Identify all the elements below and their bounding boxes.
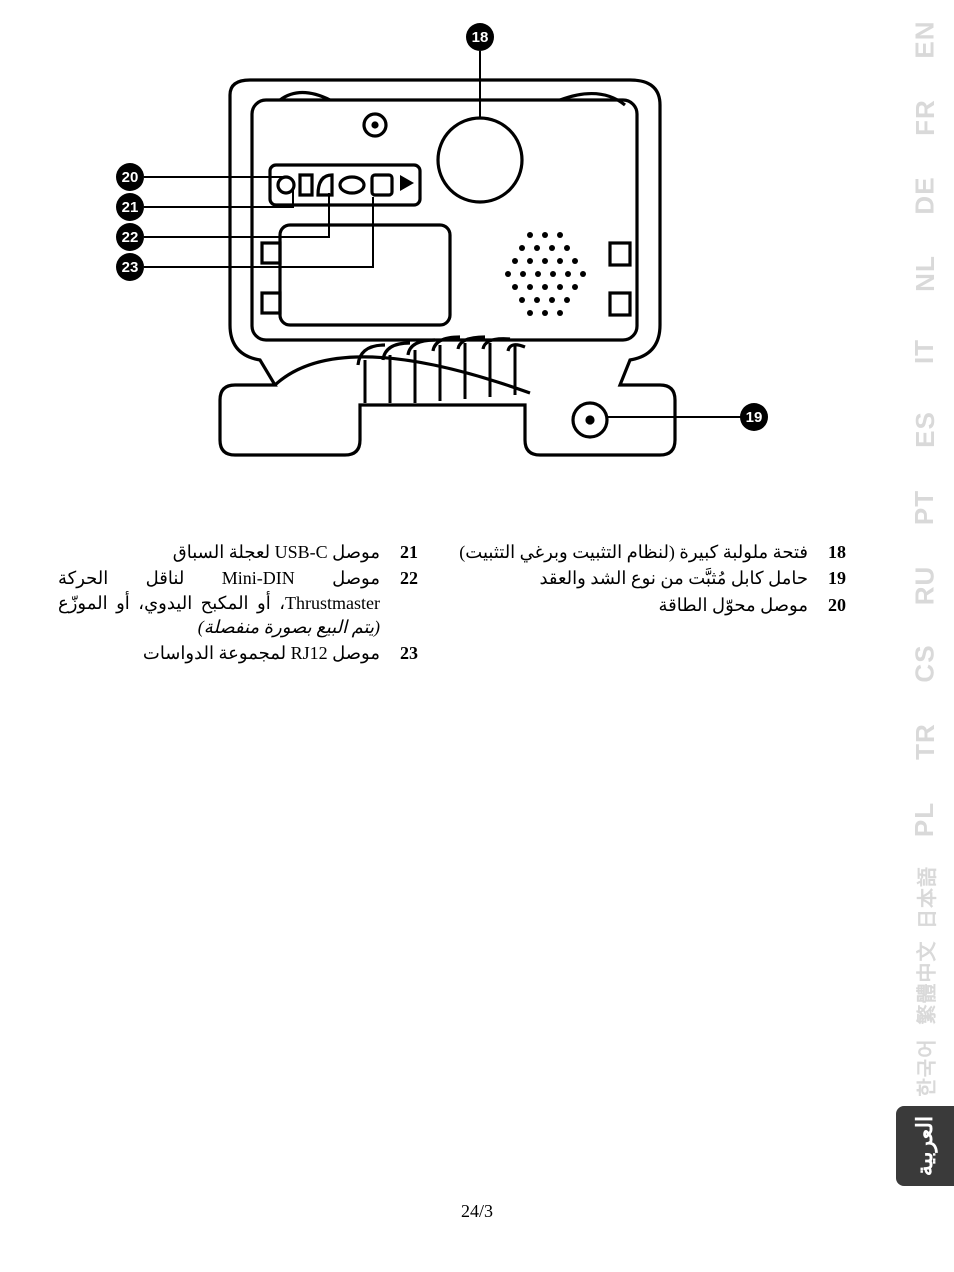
lang-tab-zh[interactable]: 繁體中文 <box>896 936 954 1028</box>
callout-line <box>144 266 374 268</box>
lang-label: العربية <box>912 1116 938 1176</box>
lang-label: IT <box>909 338 940 363</box>
lang-label: CS <box>910 644 941 682</box>
legend-num: 23 <box>394 641 418 665</box>
page-number-text: 24/3 <box>461 1201 493 1221</box>
lang-tab-ar[interactable]: العربية <box>896 1106 954 1186</box>
page-number: 24/3 <box>0 1201 954 1222</box>
callout-num: 22 <box>122 229 139 246</box>
callout-line <box>328 193 330 238</box>
lang-label: DE <box>910 176 941 214</box>
legend-num: 21 <box>394 540 418 564</box>
lang-tab-tr[interactable]: TR <box>896 702 954 780</box>
lang-label: NL <box>909 255 940 292</box>
callout-line <box>144 176 284 178</box>
legend-item: 21 موصل USB-C لعجلة السباق <box>58 540 418 564</box>
callout-num: 19 <box>746 409 763 426</box>
lang-tab-pt[interactable]: PT <box>896 468 954 546</box>
callout-num: 20 <box>122 169 139 186</box>
speaker-grid <box>505 232 586 316</box>
callout-num: 18 <box>472 29 489 46</box>
lang-label: EN <box>910 20 941 58</box>
callout-22: 22 <box>116 223 144 251</box>
lang-tab-nl[interactable]: NL <box>896 234 954 312</box>
callout-21: 21 <box>116 193 144 221</box>
legend-item: 22 موصل Mini-DIN لناقل الحركة Thrustmaste… <box>58 566 418 639</box>
legend-right-column: 18 فتحة ملولبة كبيرة (لنظام التثبيت وبرغي… <box>456 540 846 619</box>
device-diagram: 18 19 20 21 22 23 <box>100 25 780 465</box>
legend-left-column: 21 موصل USB-C لعجلة السباق 22 موصل Mini-DI… <box>58 540 418 667</box>
lang-label: PT <box>909 489 940 524</box>
callout-line <box>292 190 294 208</box>
legend-item: 20 موصل محوّل الطاقة <box>456 593 846 617</box>
callout-20: 20 <box>116 163 144 191</box>
legend-text: موصل Mini-DIN لناقل الحركة Thrustmaster،… <box>58 566 380 639</box>
callout-line <box>372 197 374 268</box>
lang-tab-ja[interactable]: 日本語 <box>896 858 954 936</box>
legend-text: موصل RJ12 لمجموعة الدواسات <box>58 641 380 665</box>
legend-text: حامل كابل مُثبَّت من نوع الشد والعقد <box>456 566 808 590</box>
callout-line <box>144 206 294 208</box>
legend-num: 19 <box>822 566 846 590</box>
lang-tab-cs[interactable]: CS <box>896 624 954 702</box>
lang-tab-de[interactable]: DE <box>896 156 954 234</box>
callout-19: 19 <box>740 403 768 431</box>
lang-label: FR <box>909 99 940 136</box>
legend-item: 23 موصل RJ12 لمجموعة الدواسات <box>58 641 418 665</box>
callout-23: 23 <box>116 253 144 281</box>
callout-num: 21 <box>122 199 139 216</box>
language-tabs: EN FR DE NL IT ES PT RU CS TR PL 日本語 繁體中… <box>896 0 954 1272</box>
legend-item: 18 فتحة ملولبة كبيرة (لنظام التثبيت وبرغي… <box>456 540 846 564</box>
lang-label: ES <box>910 411 941 448</box>
callout-18: 18 <box>466 23 494 51</box>
callout-num: 23 <box>122 259 139 276</box>
legend-text-main: موصل Mini-DIN لناقل الحركة Thrustmaster،… <box>58 568 380 612</box>
legend-num: 18 <box>822 540 846 564</box>
device-svg <box>100 25 780 465</box>
lang-tab-it[interactable]: IT <box>896 312 954 390</box>
legend-item: 19 حامل كابل مُثبَّت من نوع الشد والعقد <box>456 566 846 590</box>
lang-tab-pl[interactable]: PL <box>896 780 954 858</box>
legend-text-note: (يتم البيع بصورة منفصلة) <box>198 617 380 637</box>
lang-label: 한국어 <box>911 1038 940 1096</box>
lang-label: 繁體中文 <box>911 940 940 1024</box>
callout-line <box>144 236 330 238</box>
lang-tab-es[interactable]: ES <box>896 390 954 468</box>
callout-line <box>479 51 481 119</box>
lang-tab-fr[interactable]: FR <box>896 78 954 156</box>
callout-line <box>607 416 741 418</box>
legend-text: فتحة ملولبة كبيرة (لنظام التثبيت وبرغي ا… <box>456 540 808 564</box>
lang-tab-en[interactable]: EN <box>896 0 954 78</box>
legend-num: 20 <box>822 593 846 617</box>
legend-text: موصل USB-C لعجلة السباق <box>58 540 380 564</box>
legend-num: 22 <box>394 566 418 639</box>
lang-tab-ko[interactable]: 한국어 <box>896 1028 954 1106</box>
lang-tab-ru[interactable]: RU <box>896 546 954 624</box>
lang-label: 日本語 <box>911 866 940 929</box>
lang-label: TR <box>909 723 940 760</box>
legend-text: موصل محوّل الطاقة <box>456 593 808 617</box>
lang-label: RU <box>910 565 941 605</box>
lang-label: PL <box>909 801 940 836</box>
